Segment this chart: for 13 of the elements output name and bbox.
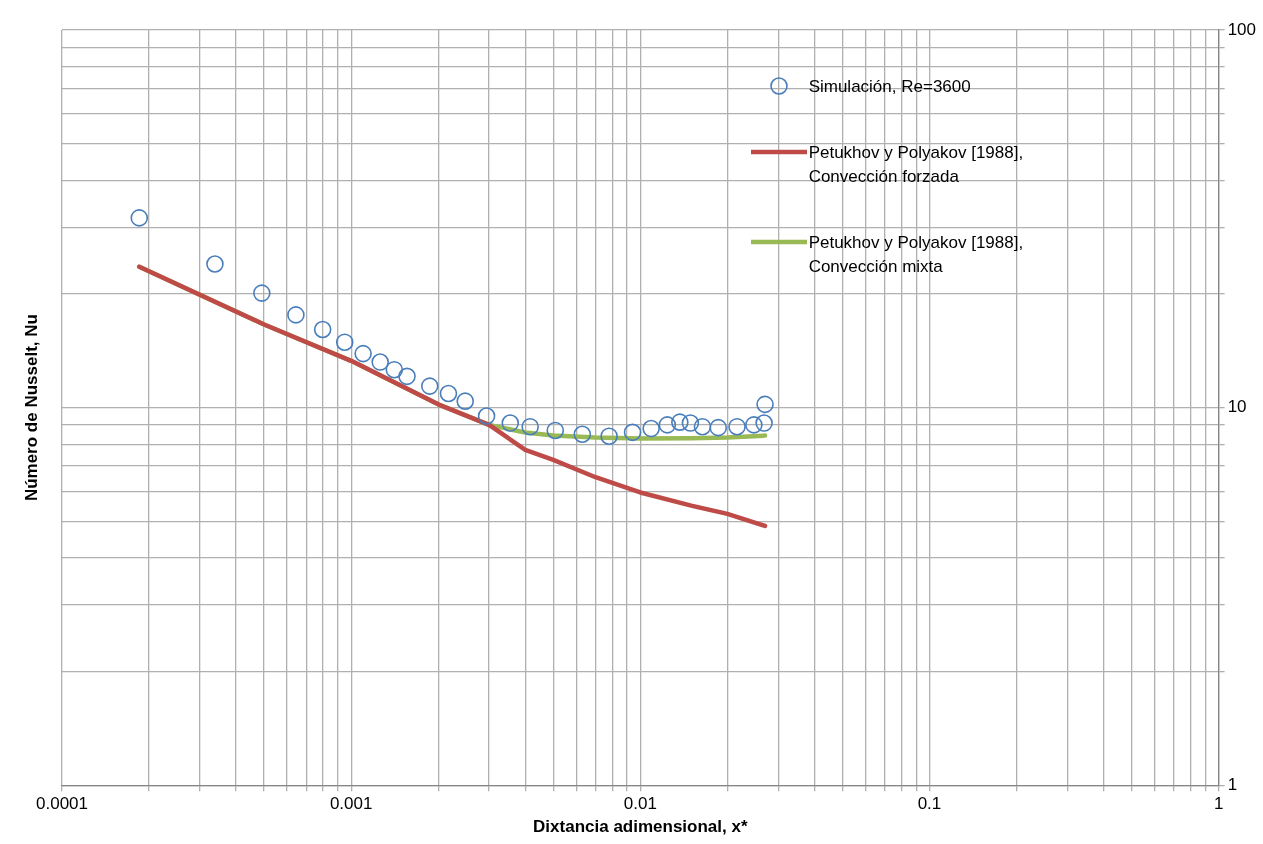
x-tick-label: 1 [1213, 794, 1224, 814]
x-tick-label: 0.001 [329, 794, 373, 814]
legend-label: Simulación, Re=3600 [808, 76, 972, 98]
y-axis-title: Número de Nusselt, Nu [21, 314, 41, 502]
x-tick-label: 0.01 [623, 794, 657, 814]
y-tick-label: 100 [1227, 19, 1257, 39]
x-axis-title: Dixtancia adimensional, x* [533, 817, 748, 837]
y-tick-label: 10 [1227, 397, 1247, 417]
x-tick-label: 0.0001 [36, 794, 88, 814]
x-tick-label: 0.1 [917, 794, 942, 814]
legend-label: Petukhov y Polyakov [1988], Convección mixta [808, 232, 1025, 278]
y-tick-label: 1 [1227, 774, 1238, 794]
legend-label: Petukhov y Polyakov [1988], Convección forzada [808, 142, 1025, 188]
